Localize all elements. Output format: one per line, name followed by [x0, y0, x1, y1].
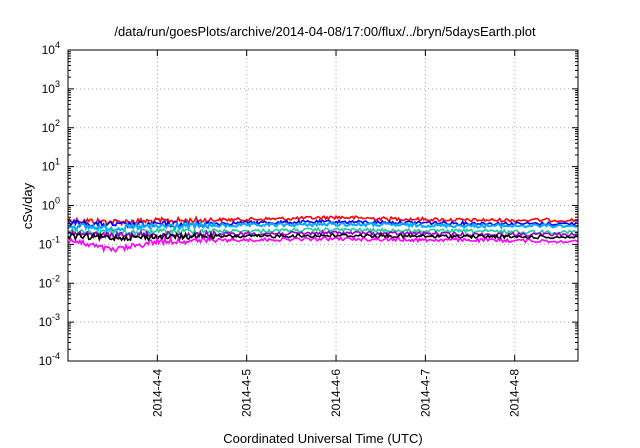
y-tick-label: 103 [42, 79, 60, 96]
series-line [67, 226, 579, 238]
x-tick-labels: 2014-4-4 2014-4-5 2014-4-6 2014-4-7 2014-4-8 [150, 369, 521, 417]
x-tick-label: 2014-4-8 [508, 369, 522, 417]
x-axis-label: Coordinated Universal Time (UTC) [223, 431, 422, 446]
y-tick-label: 10-1 [39, 234, 60, 251]
y-axis-label: cSv/day [20, 182, 35, 229]
series-line [67, 235, 579, 254]
series-line [67, 220, 579, 233]
series-line [67, 214, 579, 227]
series-lines [67, 214, 579, 254]
x-tick-label: 2014-4-7 [418, 369, 432, 417]
x-tick-label: 2014-4-6 [329, 369, 343, 417]
y-tick-label: 10-2 [39, 273, 60, 290]
y-tick-label: 104 [42, 40, 60, 57]
x-tick-label: 2014-4-4 [150, 369, 164, 417]
y-tick-label: 101 [42, 157, 60, 174]
series-line [67, 229, 579, 241]
y-tick-label: 102 [42, 118, 60, 135]
y-tick-label: 10-4 [39, 351, 60, 368]
y-tick-labels: 10-4 10-3 10-2 10-1 100 101 102 103 104 [39, 40, 60, 368]
chart-title: /data/run/goesPlots/archive/2014-04-08/1… [114, 24, 536, 39]
y-tick-label: 10-3 [39, 312, 60, 329]
axis-ticks [68, 49, 578, 362]
y-tick-label: 100 [42, 196, 60, 213]
grid [68, 50, 578, 361]
x-tick-label: 2014-4-5 [240, 369, 254, 417]
